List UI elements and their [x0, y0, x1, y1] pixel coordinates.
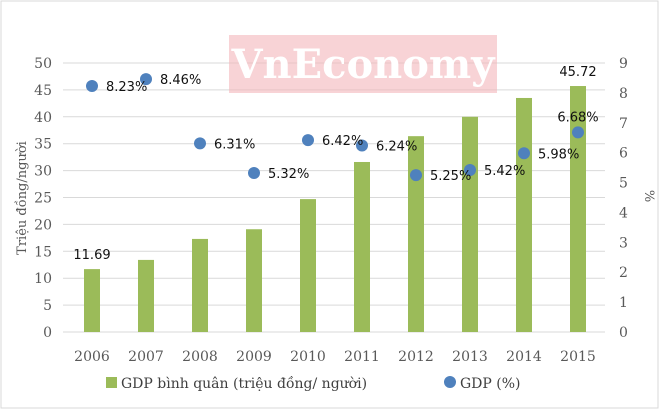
y2-tick-label: 4: [619, 205, 628, 221]
bar-data-label: 11.69: [73, 248, 110, 263]
gdp-point-2010: [302, 134, 314, 147]
x-tick-label: 2011: [344, 349, 380, 365]
y-axis-title: Triệu đồng/người: [14, 141, 30, 255]
y-tick-label: 5: [43, 298, 52, 314]
point-data-label: 5.98%: [538, 147, 579, 162]
legend-point-label: GDP (%): [460, 376, 521, 392]
y-tick-label: 30: [34, 164, 52, 180]
bar-2014: [516, 97, 532, 332]
legend-point-swatch: [444, 376, 456, 388]
y-tick-label: 40: [34, 110, 52, 126]
gdp-point-2013: [464, 164, 476, 177]
gdp-point-2006: [86, 80, 98, 93]
legend-bar-label: GDP bình quân (triệu đồng/ người): [121, 375, 367, 392]
x-tick-label: 2012: [398, 349, 434, 365]
y2-tick-label: 7: [619, 116, 628, 132]
x-tick-label: 2009: [236, 349, 272, 365]
y-tick-label: 15: [34, 244, 52, 260]
y2-tick-label: 8: [619, 86, 628, 102]
point-data-label: 6.42%: [322, 134, 363, 149]
x-tick-label: 2006: [74, 349, 110, 365]
y-tick-label: 45: [34, 83, 52, 99]
x-tick-label: 2013: [452, 349, 488, 365]
x-tick-label: 2010: [290, 349, 326, 365]
y2-tick-label: 1: [619, 295, 628, 311]
watermark-text: VnEconomy: [231, 41, 497, 88]
legend: GDP bình quân (triệu đồng/ người) GDP (%…: [106, 375, 521, 392]
bar-2011: [354, 161, 370, 332]
bar-2015: [570, 86, 586, 332]
gdp-point-2011: [356, 139, 368, 152]
y-tick-label: 25: [34, 191, 52, 207]
point-data-label: 8.23%: [106, 80, 147, 95]
y2-axis-title: %: [641, 190, 656, 202]
gdp-point-2014: [518, 147, 530, 160]
y-tick-label: 20: [34, 217, 52, 233]
gdp-point-2007: [140, 73, 152, 86]
x-tick-label: 2007: [128, 349, 164, 365]
point-data-label: 6.24%: [376, 139, 417, 154]
legend-bar-swatch: [106, 377, 117, 388]
bar-2010: [300, 199, 316, 332]
bar-2009: [246, 229, 262, 332]
point-data-label: 8.46%: [160, 73, 201, 88]
y-tick-label: 10: [34, 271, 52, 287]
y2-tick-label: 2: [619, 265, 628, 281]
bar-2007: [138, 259, 154, 332]
y-tick-label: 50: [34, 56, 52, 72]
point-data-label: 5.25%: [430, 169, 471, 184]
bar-data-label: 45.72: [559, 65, 596, 80]
y-tick-label: 0: [43, 325, 52, 341]
watermark: VnEconomy: [229, 35, 497, 93]
point-data-label: 6.68%: [557, 110, 598, 125]
point-data-label: 6.31%: [214, 137, 255, 152]
y2-tick-label: 9: [619, 56, 628, 72]
y2-tick-label: 6: [619, 146, 628, 162]
y2-tick-label: 5: [619, 176, 628, 192]
bar-2012: [408, 136, 424, 332]
y-tick-label: 35: [34, 137, 52, 153]
point-data-label: 5.42%: [484, 164, 525, 179]
y2-tick-label: 0: [619, 325, 628, 341]
gdp-point-2008: [194, 137, 206, 150]
bar-2006: [84, 269, 100, 332]
x-tick-label: 2014: [506, 349, 542, 365]
point-data-label: 5.32%: [268, 167, 309, 182]
x-tick-label: 2015: [560, 349, 596, 365]
x-tick-label: 2008: [182, 349, 218, 365]
gdp-point-2012: [410, 169, 422, 182]
y2-tick-label: 3: [619, 235, 628, 251]
gdp-point-2009: [248, 166, 260, 179]
bar-2013: [462, 116, 478, 332]
gdp-point-2015: [572, 126, 584, 139]
bar-2008: [192, 238, 208, 332]
